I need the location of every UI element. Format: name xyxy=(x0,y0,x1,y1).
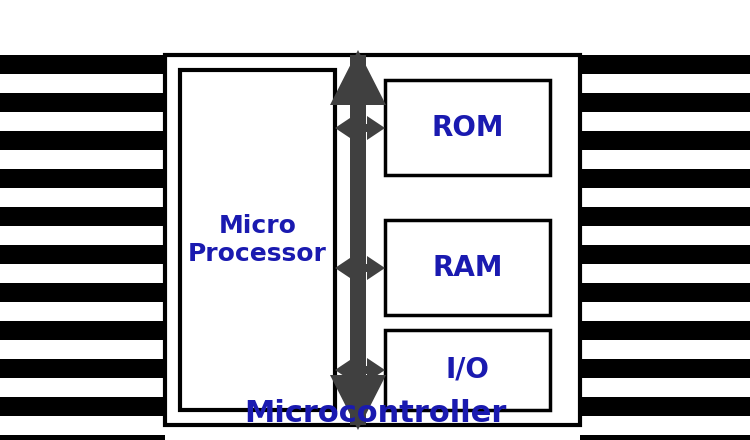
Polygon shape xyxy=(367,358,385,382)
Bar xyxy=(0,283,165,302)
Bar xyxy=(366,366,367,374)
Bar xyxy=(0,435,165,440)
Bar xyxy=(366,124,367,132)
Bar xyxy=(0,397,165,416)
Bar xyxy=(385,330,550,410)
Bar xyxy=(580,397,750,416)
Bar xyxy=(350,55,366,425)
Text: I/O: I/O xyxy=(446,356,490,384)
Bar xyxy=(580,55,750,74)
Bar xyxy=(180,70,335,410)
Bar xyxy=(580,321,750,340)
Bar xyxy=(165,55,580,425)
Bar xyxy=(350,124,353,132)
Polygon shape xyxy=(335,358,353,382)
Bar xyxy=(385,220,550,315)
Bar xyxy=(580,93,750,112)
Bar xyxy=(580,131,750,150)
Bar xyxy=(0,131,165,150)
Bar xyxy=(580,169,750,188)
Bar xyxy=(0,55,165,74)
Polygon shape xyxy=(367,116,385,140)
Bar xyxy=(580,207,750,226)
Bar xyxy=(350,366,353,374)
Text: Micro
Processor: Micro Processor xyxy=(188,214,327,266)
Bar xyxy=(385,80,550,175)
Bar xyxy=(0,169,165,188)
Polygon shape xyxy=(367,256,385,280)
Text: RAM: RAM xyxy=(432,253,502,282)
Bar xyxy=(0,207,165,226)
Bar xyxy=(580,245,750,264)
Polygon shape xyxy=(335,116,353,140)
Bar xyxy=(580,359,750,378)
Bar xyxy=(0,359,165,378)
Polygon shape xyxy=(335,256,353,280)
Polygon shape xyxy=(330,50,386,105)
Text: ROM: ROM xyxy=(431,114,504,142)
Bar xyxy=(350,264,353,272)
Bar xyxy=(0,321,165,340)
Polygon shape xyxy=(330,375,386,430)
Bar xyxy=(366,264,367,272)
Bar xyxy=(0,245,165,264)
Text: Microcontroller: Microcontroller xyxy=(244,399,506,428)
Bar xyxy=(580,283,750,302)
Bar xyxy=(580,435,750,440)
Bar xyxy=(0,93,165,112)
